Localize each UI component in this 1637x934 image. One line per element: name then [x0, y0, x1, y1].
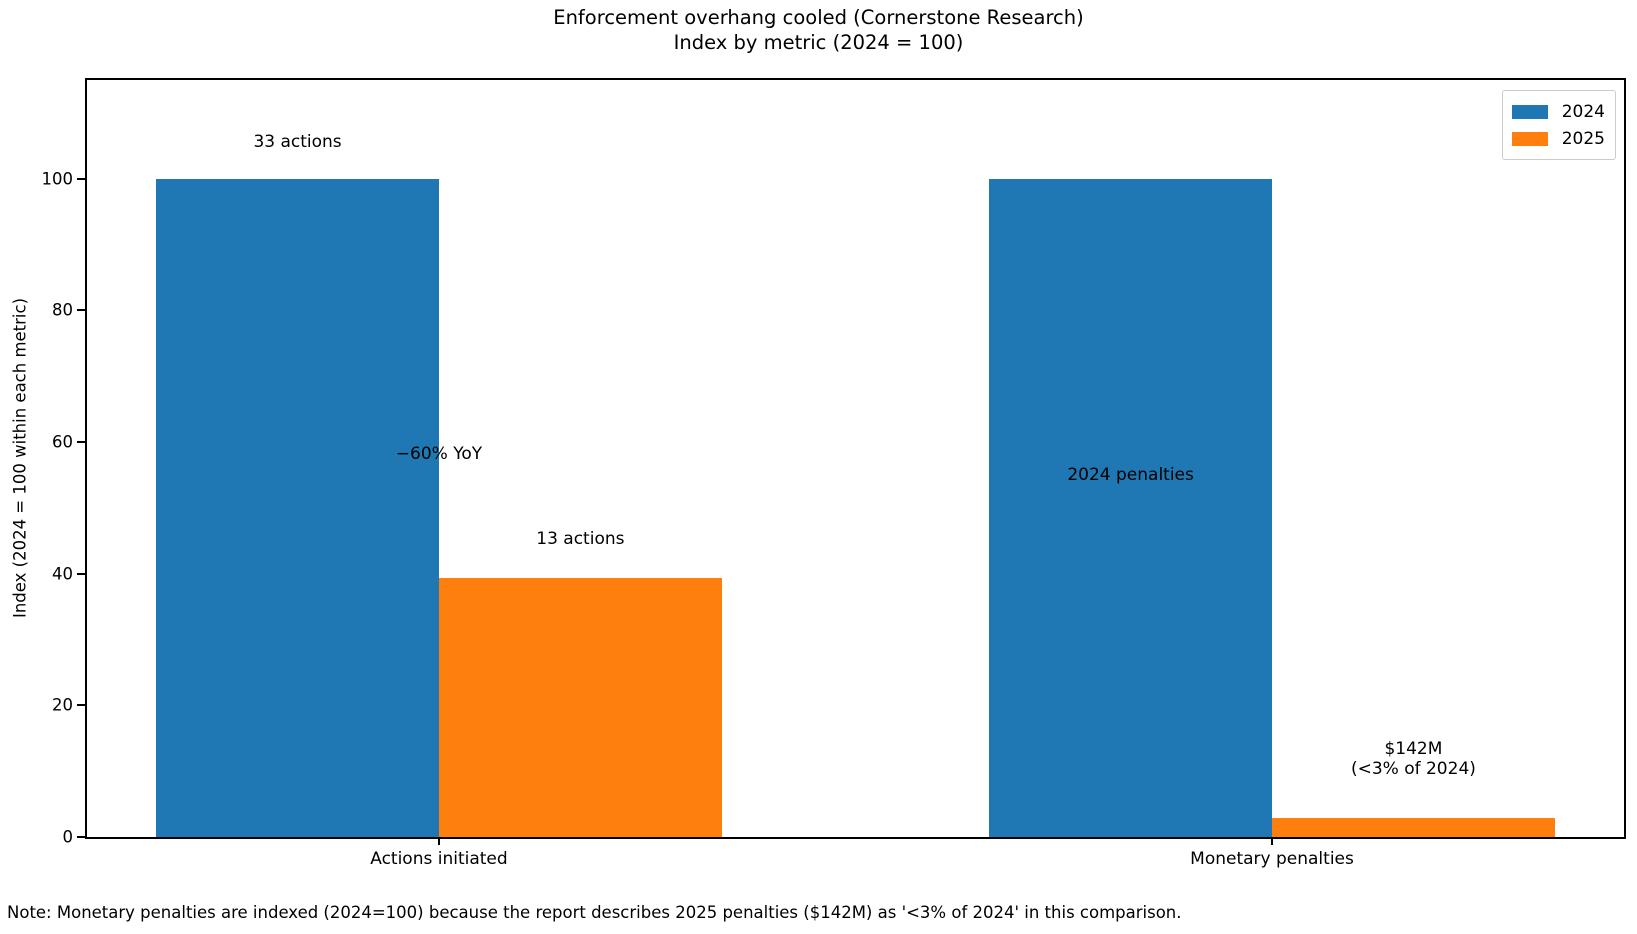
legend-entry-2024: 2024 — [1511, 98, 1605, 125]
y-tick-label-100: 100 — [41, 169, 74, 189]
y-tick-label-0: 0 — [62, 827, 74, 847]
footnote: Note: Monetary penalties are indexed (20… — [7, 903, 1182, 922]
x-tick-mark-monetary-penalties — [1271, 839, 1274, 845]
legend-entry-2025: 2025 — [1511, 125, 1605, 152]
bar-2024-monetary-penalties — [988, 178, 1273, 837]
annotation-2024-penalties: 2024 penalties — [1067, 464, 1194, 485]
annotation-60-yoy: −60% YoY — [395, 443, 483, 464]
x-tick-label-actions-initiated: Actions initiated — [370, 849, 508, 869]
y-tick-mark-100 — [77, 177, 85, 180]
bar-2024-actions-initiated — [155, 178, 439, 837]
legend-swatch-2025 — [1511, 131, 1548, 146]
y-tick-mark-80 — [77, 309, 85, 312]
legend: 2024 2025 — [1501, 90, 1616, 160]
title-block: Enforcement overhang cooled (Cornerstone… — [0, 5, 1637, 55]
y-tick-mark-20 — [77, 704, 85, 707]
x-tick-label-monetary-penalties: Monetary penalties — [1190, 849, 1354, 869]
plot-area: 0 20 40 60 80 100 Actions initiated Monetary pe… — [42, 78, 1626, 869]
chart-subtitle: Index by metric (2024 = 100) — [673, 31, 964, 54]
bar-2025-actions-initiated — [438, 577, 723, 837]
y-tick-label-80: 80 — [52, 300, 73, 320]
legend-label-2025: 2025 — [1561, 128, 1605, 149]
chart-title: Enforcement overhang cooled (Cornerstone… — [553, 6, 1084, 29]
y-tick-mark-0 — [77, 836, 85, 838]
y-tick-label-60: 60 — [52, 432, 73, 452]
y-tick-label-20: 20 — [52, 695, 73, 715]
y-tick-mark-40 — [77, 572, 85, 575]
y-tick-label-40: 40 — [52, 564, 73, 584]
annotation-33-actions: 33 actions — [253, 131, 342, 152]
annotation-13-actions: 13 actions — [536, 529, 625, 550]
y-axis-label: Index (2024 = 100 within each metric) — [10, 297, 30, 619]
x-tick-mark-actions-initiated — [437, 839, 440, 845]
bar-2025-monetary-penalties — [1272, 817, 1556, 837]
annotation-142m: $142M (<3% of 2024) — [1350, 738, 1476, 779]
y-tick-mark-60 — [77, 441, 85, 444]
legend-label-2024: 2024 — [1561, 101, 1605, 122]
legend-swatch-2024 — [1511, 104, 1548, 119]
